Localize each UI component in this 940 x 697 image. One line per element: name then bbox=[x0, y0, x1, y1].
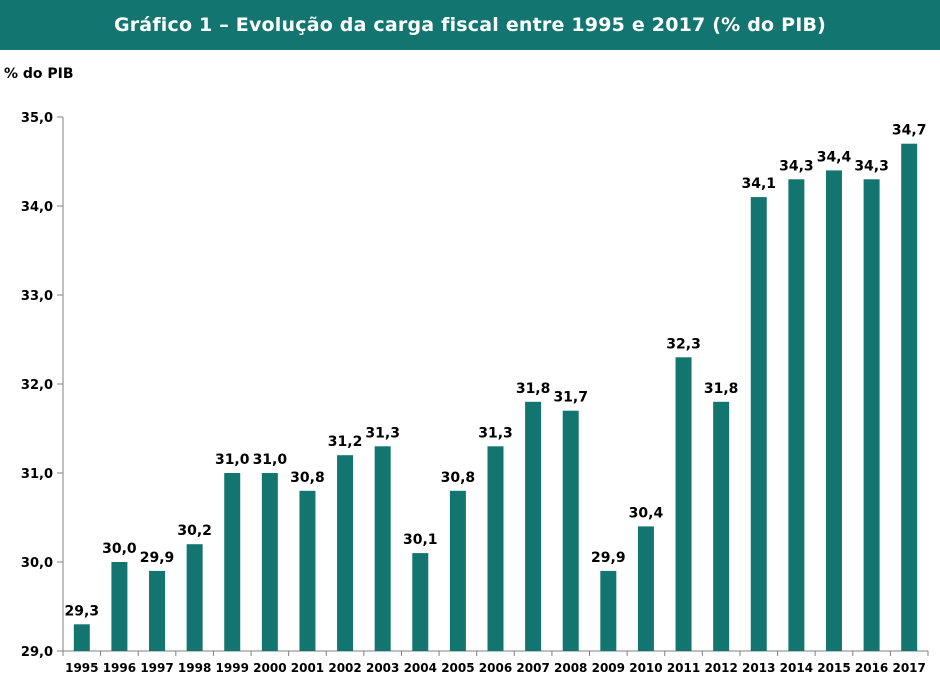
data-label-2010: 30,4 bbox=[629, 505, 664, 521]
data-label-2015: 34,4 bbox=[817, 149, 852, 165]
x-tick-label-2017: 2017 bbox=[892, 661, 925, 675]
x-tick-label-2012: 2012 bbox=[704, 661, 737, 675]
x-tick-label-2008: 2008 bbox=[554, 661, 587, 675]
bar-2002 bbox=[337, 455, 354, 651]
y-tick-label: 29,0 bbox=[21, 645, 53, 660]
bar-1996 bbox=[111, 562, 128, 651]
data-label-2004: 30,1 bbox=[403, 532, 438, 548]
x-tick-label-2009: 2009 bbox=[592, 661, 625, 675]
data-label-2011: 32,3 bbox=[666, 336, 701, 352]
x-tick-label-2014: 2014 bbox=[780, 661, 813, 675]
bar-2006 bbox=[487, 446, 504, 651]
x-tick-label-2013: 2013 bbox=[742, 661, 775, 675]
y-axis-unit-label: % do PIB bbox=[4, 66, 74, 82]
x-tick-label-2004: 2004 bbox=[404, 661, 437, 675]
bar-2014 bbox=[788, 179, 805, 652]
bar-2000 bbox=[261, 473, 278, 651]
x-tick-label-2007: 2007 bbox=[516, 661, 549, 675]
data-label-2013: 34,1 bbox=[741, 176, 776, 192]
bar-1998 bbox=[186, 544, 203, 651]
y-tick-label: 32,0 bbox=[21, 378, 53, 393]
data-label-2007: 31,8 bbox=[516, 381, 551, 397]
bar-2011 bbox=[675, 357, 692, 651]
bar-2004 bbox=[412, 553, 429, 651]
bar-1997 bbox=[149, 570, 166, 651]
x-tick-label-1999: 1999 bbox=[216, 661, 249, 675]
data-label-2009: 29,9 bbox=[591, 550, 626, 566]
data-label-1995: 29,3 bbox=[65, 603, 100, 619]
data-label-2000: 31,0 bbox=[253, 452, 288, 468]
bar-1999 bbox=[224, 473, 241, 651]
bar-2017 bbox=[901, 143, 918, 651]
data-label-1997: 29,9 bbox=[140, 550, 175, 566]
bar-2009 bbox=[600, 570, 617, 651]
x-tick-label-2000: 2000 bbox=[253, 661, 286, 675]
bar-2003 bbox=[374, 446, 391, 651]
bar-2001 bbox=[299, 490, 316, 651]
data-label-2016: 34,3 bbox=[854, 158, 889, 174]
x-tick-label-2001: 2001 bbox=[291, 661, 324, 675]
y-tick-label: 34,0 bbox=[21, 200, 53, 215]
x-tick-label-2006: 2006 bbox=[479, 661, 512, 675]
bar-2007 bbox=[525, 401, 542, 651]
data-label-2001: 30,8 bbox=[290, 470, 325, 486]
y-tick-label: 30,0 bbox=[21, 556, 53, 571]
bar-2010 bbox=[637, 526, 654, 651]
bar-2012 bbox=[713, 401, 730, 651]
x-tick-label-1997: 1997 bbox=[140, 661, 173, 675]
x-tick-label-2011: 2011 bbox=[667, 661, 700, 675]
data-label-1999: 31,0 bbox=[215, 452, 250, 468]
data-label-1998: 30,2 bbox=[177, 523, 212, 539]
data-label-1996: 30,0 bbox=[102, 541, 137, 557]
x-tick-label-2016: 2016 bbox=[855, 661, 888, 675]
y-tick-label: 33,0 bbox=[21, 289, 53, 304]
bar-2015 bbox=[825, 170, 842, 651]
y-tick-label: 31,0 bbox=[21, 467, 53, 482]
bar-2013 bbox=[750, 197, 767, 651]
data-label-2014: 34,3 bbox=[779, 158, 814, 174]
data-label-2008: 31,7 bbox=[553, 390, 588, 406]
x-tick-label-2002: 2002 bbox=[328, 661, 361, 675]
data-label-2012: 31,8 bbox=[704, 381, 739, 397]
data-label-2017: 34,7 bbox=[892, 123, 927, 139]
bar-2008 bbox=[562, 410, 579, 651]
x-tick-label-2005: 2005 bbox=[441, 661, 474, 675]
x-tick-label-2015: 2015 bbox=[817, 661, 850, 675]
x-tick-label-1998: 1998 bbox=[178, 661, 211, 675]
y-tick-label: 35,0 bbox=[21, 111, 53, 126]
x-tick-label-2010: 2010 bbox=[629, 661, 662, 675]
x-tick-label-1995: 1995 bbox=[65, 661, 98, 675]
data-label-2002: 31,2 bbox=[328, 434, 363, 450]
data-label-2003: 31,3 bbox=[365, 425, 400, 441]
data-label-2005: 30,8 bbox=[441, 470, 476, 486]
chart-title: Gráfico 1 – Evolução da carga fiscal ent… bbox=[0, 0, 940, 50]
data-label-2006: 31,3 bbox=[478, 425, 513, 441]
x-tick-label-1996: 1996 bbox=[103, 661, 136, 675]
bar-2005 bbox=[449, 490, 466, 651]
bar-1995 bbox=[73, 624, 90, 651]
bar-2016 bbox=[863, 179, 880, 652]
x-tick-label-2003: 2003 bbox=[366, 661, 399, 675]
